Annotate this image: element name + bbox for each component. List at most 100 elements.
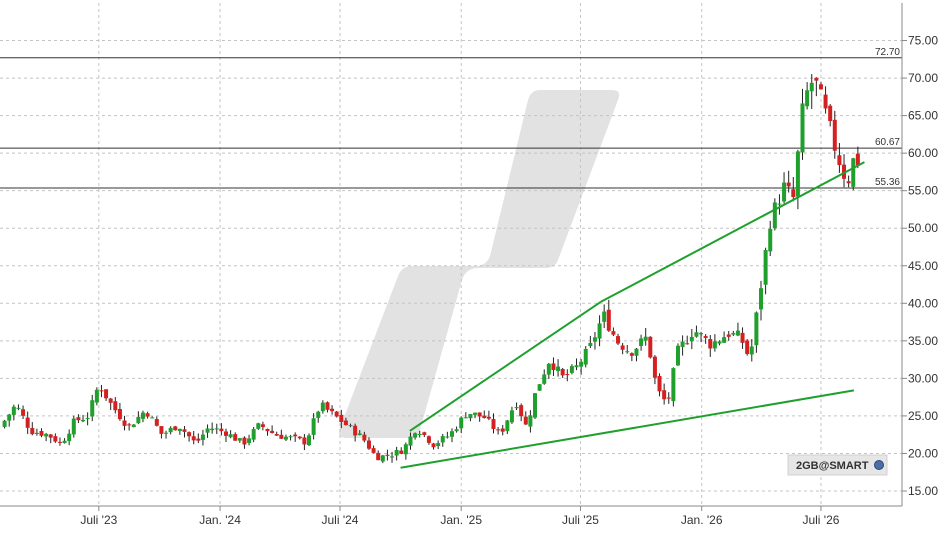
candle-body [620,345,625,350]
candle-body [634,348,639,356]
candle-body [283,436,288,440]
candle-body [759,288,764,310]
candle-body [800,103,805,153]
candle-body [597,323,602,339]
candle-body [832,119,837,151]
x-tick-label: Juli '24 [321,513,358,527]
candle-body [565,374,570,376]
candle-body [731,333,736,335]
candle-body [740,332,745,343]
candle-body [468,414,473,419]
candle-body [814,77,819,81]
candle-body [574,365,579,368]
candle-body [426,436,431,443]
candle-body [205,428,210,433]
candle-body [523,416,528,425]
x-tick-label: Juli '26 [802,513,839,527]
candle-body [256,423,261,429]
candle-body [371,448,376,453]
candle-body [542,374,547,384]
candle-body [25,417,30,428]
candle-body [168,427,173,433]
candle-body [671,368,676,402]
candle-body [380,455,385,462]
candle-body [408,436,413,446]
price-level-label: 60.67 [875,137,900,148]
candle-body [394,449,399,456]
candle-body [182,429,187,432]
x-tick-label: Jan. '24 [199,513,241,527]
candle-body [846,181,851,184]
candle-body [265,428,270,432]
candle-body [316,411,321,418]
candle-body [274,434,279,436]
candle-body [786,182,791,187]
candle-body [150,417,155,419]
candle-body [505,420,510,432]
candle-body [127,424,132,426]
candle-body [809,82,814,92]
brand-badge-box [787,454,888,476]
y-tick-label: 75.00 [908,34,938,48]
candle-body [2,420,7,427]
candle-body [210,428,215,431]
candle-body [551,363,556,371]
candle-body [712,341,717,349]
candle-body [431,443,436,448]
candle-body [726,334,731,337]
candle-body [735,330,740,336]
candle-body [533,393,538,418]
candle-body [537,384,542,391]
watermark-logo [338,90,620,438]
candle-body [279,434,284,439]
candle-body [353,425,358,436]
candle-body [154,419,159,426]
candle-body [514,407,519,409]
candle-body [680,341,685,348]
candle-body [334,411,339,417]
candle-body [717,341,722,344]
candle-body [34,432,39,434]
y-tick-label: 20.00 [908,446,938,460]
candle-body [592,337,597,342]
x-axis-ticks: Juli '23 Jan. '24 Juli '24 Jan. '25 Juli '25… [80,506,840,527]
candle-body [588,342,593,347]
x-tick-label: Juli '23 [80,513,117,527]
candle-body [417,433,422,435]
candle-body [94,389,99,403]
candle-body [652,356,657,378]
candle-body [823,94,828,109]
candle-body [320,402,325,412]
candle-body [500,428,505,432]
candle-body [302,437,307,445]
candle-body [662,390,667,400]
candle-body [390,456,395,458]
candle-body [459,417,464,429]
candle-body [639,338,644,347]
candle-body [7,414,12,421]
x-tick-label: Jan. '25 [440,513,482,527]
trendline [409,300,602,432]
candle-body [288,436,293,438]
y-tick-label: 65.00 [908,109,938,123]
price-level-label: 72.70 [875,47,900,58]
y-tick-label: 25.00 [908,409,938,423]
candle-body [219,428,224,431]
candle-body [403,444,408,455]
candle-body [177,428,182,432]
candle-body [57,441,62,443]
candle-body [339,414,344,423]
candle-body [200,434,205,440]
candle-body [260,424,265,428]
candle-body [399,450,404,454]
candle-body [108,398,113,403]
y-tick-label: 60.00 [908,146,938,160]
candle-body [509,410,514,423]
candle-body [528,415,533,427]
candle-body [768,228,773,252]
candle-body [602,311,607,322]
horizontal-levels: 72.70 60.67 55.36 [0,47,902,189]
candle-body [569,366,574,373]
candle-body [666,397,671,399]
candle-body [791,189,796,197]
